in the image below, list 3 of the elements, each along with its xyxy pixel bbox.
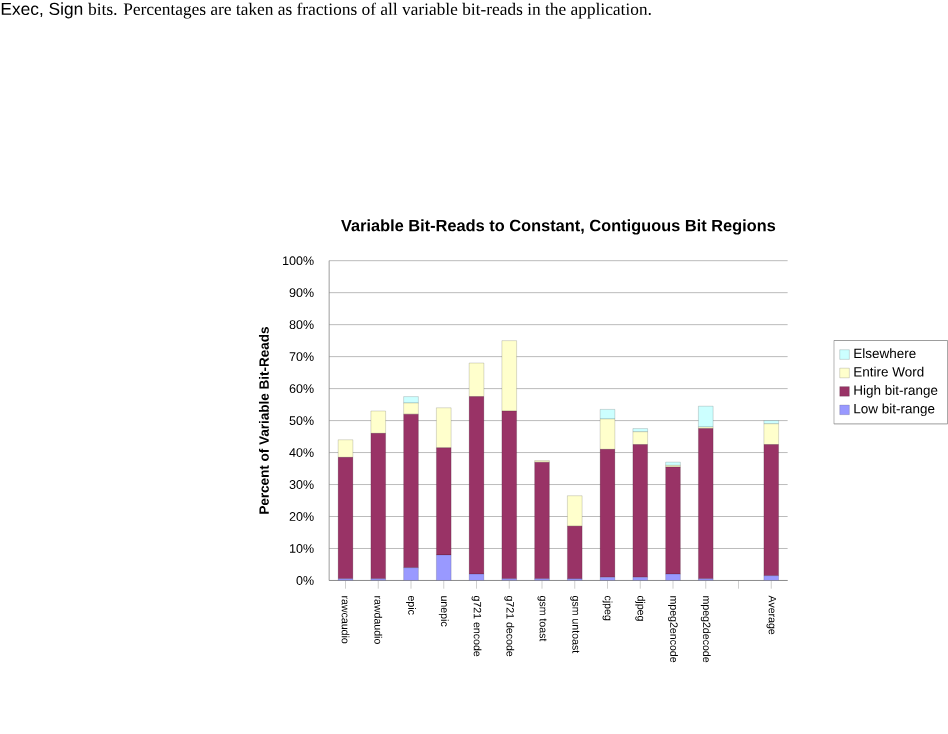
chart-title: Variable Bit-Reads to Constant, Contiguous Bit Regions bbox=[341, 219, 776, 235]
text: bits. Percentages are taken as fractions of all variable bit-reads in the application. bbox=[88, 2, 651, 19]
text: Exec, Sign bbox=[1, 2, 83, 19]
